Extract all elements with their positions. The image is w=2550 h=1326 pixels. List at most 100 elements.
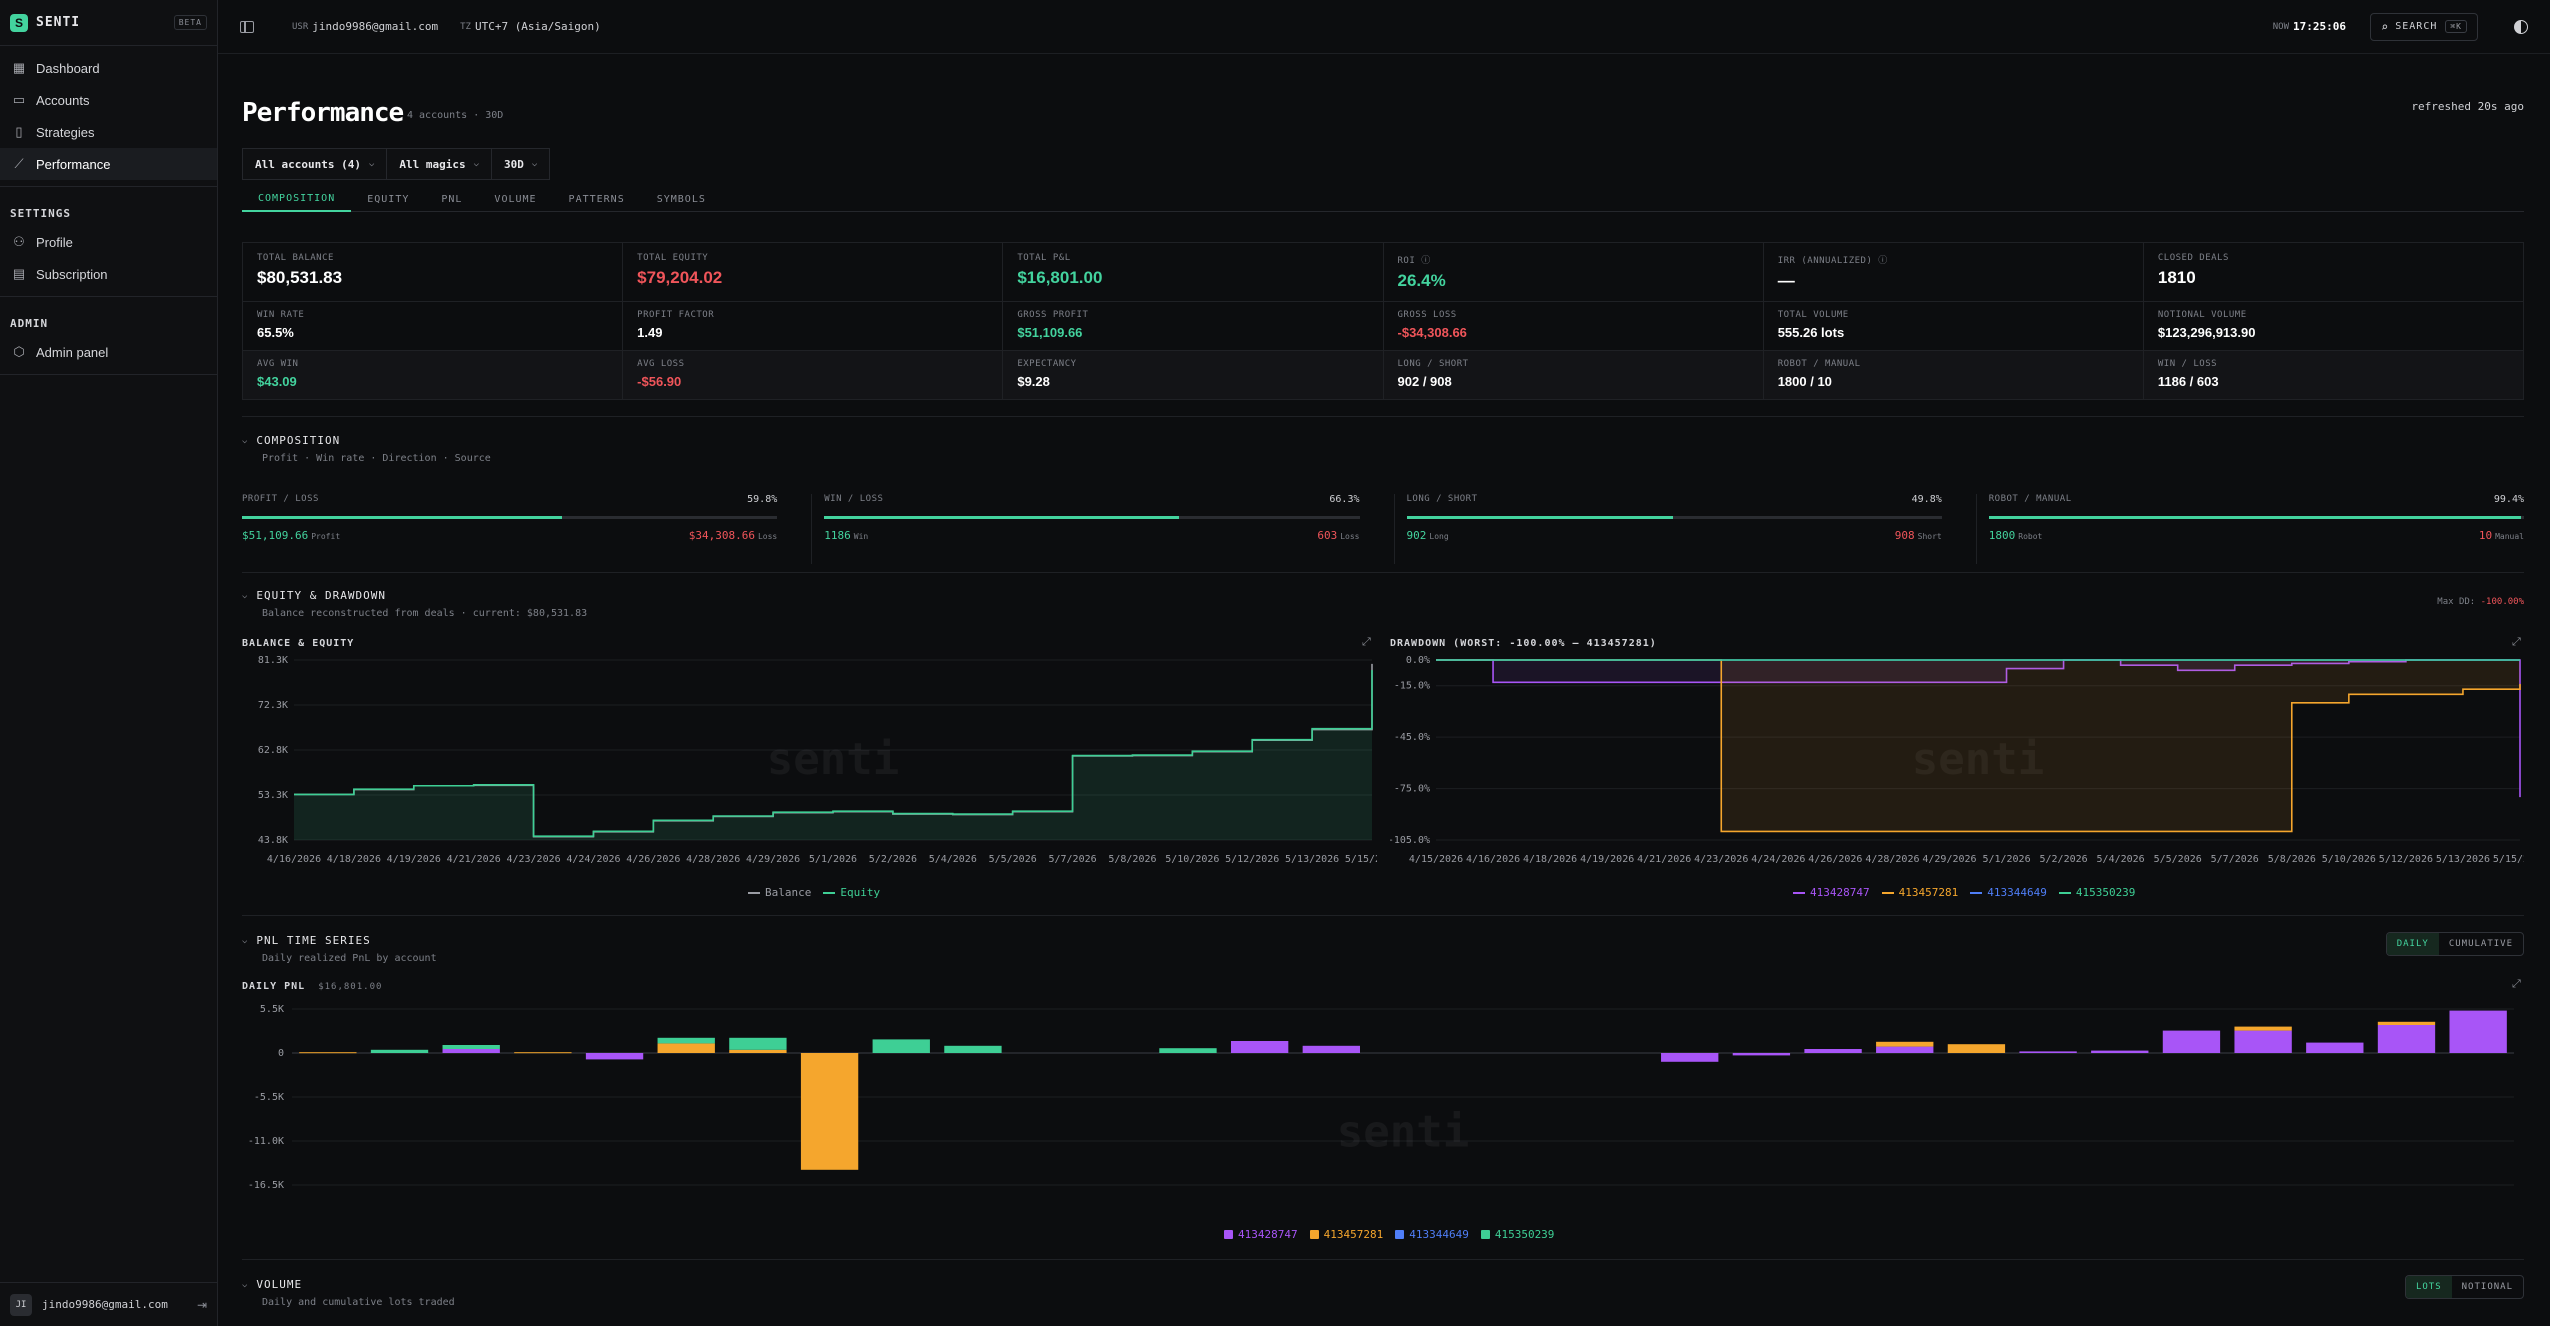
magics-filter[interactable]: All magics ⌵ (386, 148, 493, 180)
tab-composition[interactable]: COMPOSITION (242, 186, 352, 212)
stat-card: WIN / LOSS 1186 / 603 (2144, 351, 2523, 399)
legend-entry[interactable]: 415350239 (1480, 1228, 1554, 1241)
sidebar-item-strategies[interactable]: ▯ Strategies (0, 116, 217, 148)
volume-lots-button[interactable]: LOTS (2405, 1276, 2452, 1298)
accounts-filter[interactable]: All accounts (4) ⌵ (242, 148, 388, 180)
stat-card: TOTAL VOLUME 555.26 lots (1764, 302, 2144, 350)
sidebar-item-label: Admin panel (36, 344, 109, 360)
bar-413428747 (585, 1053, 644, 1060)
tab-symbols[interactable]: SYMBOLS (656, 193, 706, 205)
brand[interactable]: S SENTI BETA (0, 0, 217, 46)
bar-415350239 (944, 1045, 1002, 1053)
tab-patterns[interactable]: PATTERNS (568, 193, 625, 205)
sidebar-item-performance[interactable]: ⟋ Performance (0, 148, 217, 180)
x-tick-label: 4/24/2026 (566, 854, 620, 865)
tab-pnl[interactable]: PNL (441, 193, 463, 205)
legend-entry[interactable]: 413457281 (1881, 886, 1958, 899)
balance-panel-title: BALANCE & EQUITY (242, 638, 355, 649)
composition-values: 1186 Win 603 Loss (824, 529, 1359, 542)
legend-entry[interactable]: 413457281 (1309, 1228, 1383, 1241)
pnl-title: PNL TIME SERIES (256, 934, 371, 947)
range-filter[interactable]: 30D ⌵ (491, 148, 551, 180)
sidebar-item-label: Accounts (36, 92, 90, 108)
avatar[interactable]: JI (10, 1293, 32, 1316)
chevron-down-icon: ⌵ (473, 159, 480, 169)
tab-volume[interactable]: VOLUME (494, 193, 537, 205)
y-tick-label: 43.8K (258, 835, 288, 846)
series-area (294, 670, 1372, 840)
composition-right-unit: Short (1917, 532, 1942, 541)
sidebar-toggle-icon[interactable] (240, 20, 254, 33)
pnl-cumulative-button[interactable]: CUMULATIVE (2448, 939, 2513, 949)
legend-entry[interactable]: Balance (748, 886, 811, 899)
legend-entry[interactable]: 413428747 (1793, 886, 1870, 899)
bar-413428747 (2306, 1042, 2364, 1053)
composition-bar (824, 516, 1360, 519)
expand-icon[interactable]: ⤢ (1362, 636, 1371, 648)
composition-right: $34,308.66 Loss (689, 529, 778, 542)
volume-header[interactable]: ⌵ VOLUME Daily and cumulative lots traded (242, 1278, 455, 1308)
theme-toggle-icon[interactable] (2514, 19, 2528, 34)
volume-title: VOLUME (256, 1278, 303, 1291)
composition-right-value: 908 (1894, 529, 1915, 542)
stat-value: $9.28 (1017, 374, 1050, 389)
x-tick-label: 4/19/2026 (1580, 854, 1634, 865)
composition-values: 1800 Robot 10 Manual (1989, 529, 2524, 542)
y-tick-label: -16.5K (248, 1180, 284, 1191)
sidebar-item-subscription[interactable]: ▤ Subscription (0, 258, 217, 290)
legend-label: 413428747 (1238, 1228, 1298, 1241)
beta-badge: BETA (173, 15, 207, 30)
bar-413428747 (1876, 1046, 1934, 1053)
composition-left: $51,109.66 Profit (242, 529, 340, 542)
equity-header[interactable]: ⌵ EQUITY & DRAWDOWN Balance reconstructed… (242, 589, 587, 619)
composition-card: LONG / SHORT 49.8% 902 Long 908 Short (1393, 494, 1976, 564)
legend-swatch (1395, 1230, 1405, 1239)
composition-title: COMPOSITION (256, 434, 341, 447)
bar-413457281 (800, 1053, 859, 1170)
sidebar-item-profile[interactable]: ⚇ Profile (0, 226, 217, 258)
composition-cards: PROFIT / LOSS 59.8% $51,109.66 Profit $34,30… (242, 494, 2524, 564)
x-tick-label: 4/23/2026 (1694, 854, 1748, 865)
y-tick-label: 5.5K (260, 1004, 284, 1015)
pnl-header[interactable]: ⌵ PNL TIME SERIES Daily realized PnL by a… (242, 934, 437, 964)
composition-label: WIN / LOSS (824, 494, 884, 504)
legend-entry[interactable]: 413428747 (1224, 1228, 1298, 1241)
legend-entry[interactable]: Equity (823, 886, 880, 899)
bar-413428747 (2091, 1050, 2149, 1053)
chevron-down-icon: ⌵ (368, 159, 375, 169)
legend-swatch (823, 891, 836, 894)
composition-pct: 99.4% (2493, 494, 2524, 505)
legend-swatch (1970, 891, 1983, 894)
sidebar-item-dashboard[interactable]: ▦ Dashboard (0, 52, 217, 84)
tab-equity[interactable]: EQUITY (367, 193, 410, 205)
logout-icon[interactable]: ⇥ (196, 1297, 207, 1312)
stat-value: -$56.90 (637, 374, 682, 389)
chevron-down-icon: ⌵ (531, 159, 538, 169)
legend-entry[interactable]: 413344649 (1395, 1228, 1469, 1241)
sidebar-item-label: Performance (36, 156, 111, 172)
composition-header[interactable]: ⌵ COMPOSITION Profit · Win rate · Directi… (242, 434, 491, 464)
bar-413457281 (657, 1043, 715, 1053)
chevron-down-icon: ⌵ (242, 435, 249, 446)
legend-entry[interactable]: 415350239 (2058, 886, 2135, 899)
page-subtitle: 4 accounts · 30D (407, 110, 504, 121)
stat-label: PROFIT FACTOR (637, 310, 715, 320)
sidebar-item-label: Dashboard (36, 60, 100, 76)
filter-bar: All accounts (4) ⌵ All magics ⌵ 30D ⌵ (242, 148, 551, 180)
sidebar-item-accounts[interactable]: ▭ Accounts (0, 84, 217, 116)
pnl-daily-button[interactable]: DAILY (2386, 933, 2439, 955)
composition-pct: 59.8% (747, 494, 778, 505)
volume-notional-button[interactable]: NOTIONAL (2461, 1282, 2513, 1292)
search-shortcut: ⌘K (2445, 20, 2467, 33)
stat-value: $43.09 (257, 374, 297, 389)
watermark: senti (1912, 734, 2044, 785)
legend-entry[interactable]: 413344649 (1970, 886, 2047, 899)
legend-swatch (1793, 891, 1805, 894)
stat-value: 26.4% (1397, 271, 1446, 290)
search-button[interactable]: ⌕ SEARCH ⌘K (2370, 12, 2478, 41)
expand-icon[interactable]: ⤢ (2512, 978, 2521, 990)
sidebar-item-admin-panel[interactable]: ⬡ Admin panel (0, 336, 217, 368)
x-tick-label: 5/1/2026 (809, 854, 857, 865)
expand-icon[interactable]: ⤢ (2512, 636, 2521, 648)
stat-card: LONG / SHORT 902 / 908 (1384, 351, 1764, 399)
